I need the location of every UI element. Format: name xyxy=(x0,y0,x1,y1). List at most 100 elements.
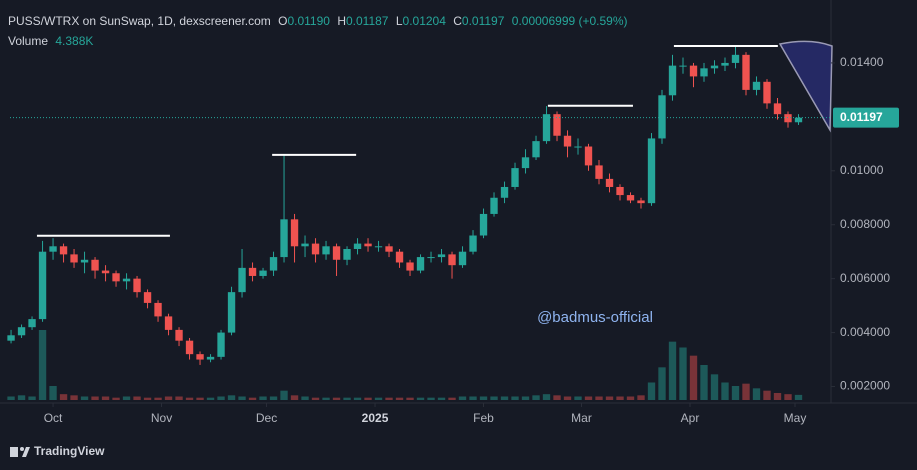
c-label: C xyxy=(453,14,462,28)
candle-body xyxy=(164,316,173,330)
volume-bar xyxy=(553,395,561,400)
candle-body xyxy=(500,186,509,198)
candle-body xyxy=(59,246,68,255)
volume-bar xyxy=(700,365,708,400)
candle-body xyxy=(143,292,152,303)
volume-bar xyxy=(784,394,792,400)
volume-bar xyxy=(448,397,456,400)
o-value: 0.01190 xyxy=(287,14,330,28)
x-tick-label: 2025 xyxy=(362,411,389,425)
volume-bar xyxy=(311,397,320,400)
candle-body xyxy=(521,157,530,169)
x-tick-label: Apr xyxy=(681,411,700,425)
volume-bar xyxy=(217,396,225,400)
volume-bar xyxy=(248,397,257,400)
candle-body xyxy=(721,62,729,66)
volume-label: Volume xyxy=(8,34,48,48)
volume-bar xyxy=(437,397,446,400)
y-tick-label: 0.01000 xyxy=(840,163,884,177)
volume-bar xyxy=(689,355,698,400)
volume-bar xyxy=(112,397,120,400)
candle-body xyxy=(133,278,141,293)
plot-area: 0.002000 0.004000 0.006000 0.008000 0.01000 0… xyxy=(7,44,890,425)
y-tick-label: 0.004000 xyxy=(840,325,890,339)
volume-bar xyxy=(427,397,435,400)
volume-bar xyxy=(91,396,99,400)
last-price-label: 0.01197 xyxy=(840,110,883,124)
volume-bar xyxy=(185,397,194,400)
volume-bar xyxy=(658,367,666,400)
candle-body xyxy=(700,68,708,77)
volume-bar xyxy=(133,396,141,400)
candle-body xyxy=(563,135,572,147)
volume-value: 4.388K xyxy=(55,34,93,48)
volume-bar xyxy=(521,396,530,400)
o-label: O xyxy=(278,14,287,28)
x-tick-label: May xyxy=(784,411,807,425)
candle-body xyxy=(175,329,183,341)
candle-body xyxy=(574,146,582,148)
volume-bar xyxy=(616,396,624,400)
volume-bar xyxy=(374,397,383,400)
candle-body xyxy=(353,243,362,249)
candle-body xyxy=(479,213,488,236)
candle-body xyxy=(437,254,446,258)
candle-body xyxy=(416,257,425,271)
candle-body xyxy=(101,270,110,274)
volume-bar xyxy=(532,395,540,400)
candle-body xyxy=(689,65,698,77)
candle-body xyxy=(511,168,519,187)
volume-bar xyxy=(574,396,582,400)
candle-body xyxy=(542,114,551,142)
candle-body xyxy=(532,141,540,158)
candle-body xyxy=(301,243,309,247)
volume-bar xyxy=(511,396,519,400)
x-tick-label: Mar xyxy=(571,411,592,425)
volume-bar xyxy=(49,386,57,400)
volume-bar xyxy=(206,397,215,400)
candle-body xyxy=(238,267,246,293)
volume-bar xyxy=(406,397,414,400)
volume-bar xyxy=(364,397,372,400)
volume-bar xyxy=(416,397,425,400)
volume-bar xyxy=(731,386,740,400)
candle-body xyxy=(364,243,372,247)
volume-bar xyxy=(70,395,78,400)
candle-body xyxy=(49,246,57,252)
brand-logo: TradingView xyxy=(10,444,105,458)
candle-body xyxy=(343,248,351,260)
volume-bar xyxy=(175,396,183,400)
volume-bar xyxy=(269,396,278,400)
candle-body xyxy=(385,246,393,252)
volume-bar xyxy=(28,396,36,400)
candle-body xyxy=(773,103,782,115)
volume-bar xyxy=(595,396,603,400)
volume-bar xyxy=(626,396,635,400)
l-value: 0.01204 xyxy=(403,14,447,28)
x-tick-label: Dec xyxy=(256,411,277,425)
volume-bar xyxy=(122,396,131,400)
candle-body xyxy=(374,246,383,248)
candle-body xyxy=(322,246,330,255)
volume-bar xyxy=(59,394,68,400)
volume-bar xyxy=(469,396,477,400)
candle-body xyxy=(637,200,645,204)
volume-bar xyxy=(742,383,750,400)
volume-bar xyxy=(395,397,404,400)
candle-body xyxy=(217,332,225,357)
volume-bar xyxy=(773,393,782,400)
candle-body xyxy=(280,219,288,258)
candle-body xyxy=(7,335,15,341)
candle-body xyxy=(122,278,131,282)
volume-bar xyxy=(794,394,803,400)
candle-body xyxy=(458,251,467,266)
candle-body xyxy=(794,117,803,123)
x-tick-label: Nov xyxy=(151,411,172,425)
candle-body xyxy=(248,267,257,276)
l-label: L xyxy=(396,14,403,28)
volume-bar xyxy=(500,396,509,400)
candle-body xyxy=(658,95,666,139)
volume-bar xyxy=(763,390,771,400)
brand: TradingView xyxy=(34,444,105,458)
